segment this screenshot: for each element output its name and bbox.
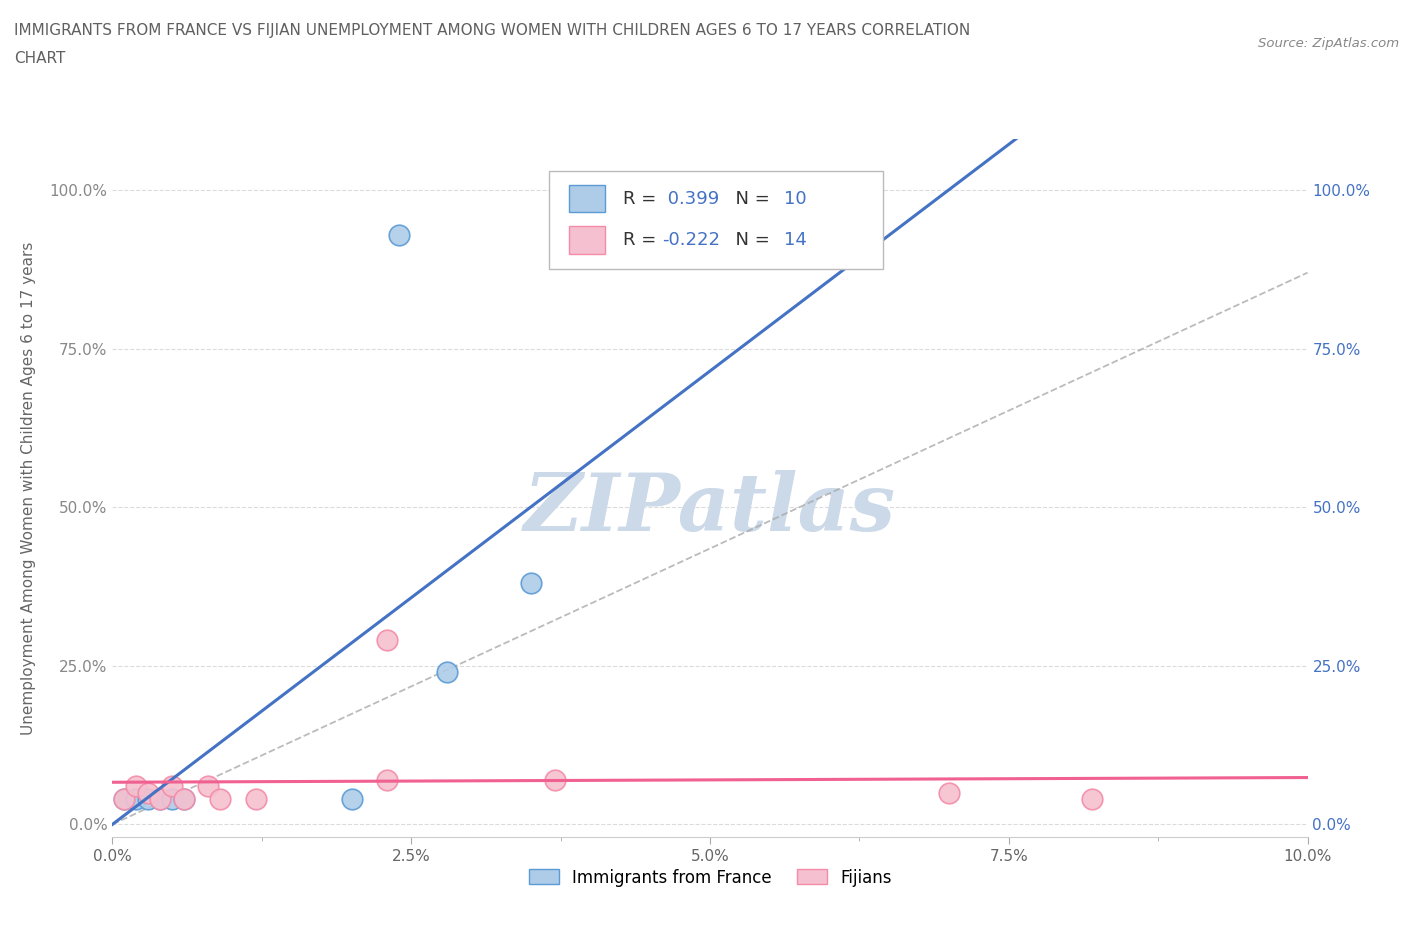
Y-axis label: Unemployment Among Women with Children Ages 6 to 17 years: Unemployment Among Women with Children A… [21, 242, 35, 735]
Point [114, 791, 135, 806]
Point [520, 576, 543, 591]
Point [125, 791, 148, 806]
Point [138, 791, 160, 806]
Point [162, 791, 183, 806]
Point [388, 227, 411, 242]
Text: R =: R = [623, 232, 662, 249]
Point [377, 633, 399, 648]
Point [114, 791, 135, 806]
Point [340, 791, 363, 806]
Point [138, 785, 160, 800]
Point [162, 778, 183, 793]
Point [377, 773, 399, 788]
Text: 10: 10 [785, 190, 807, 207]
Point [1081, 791, 1104, 806]
Text: ZIPatlas: ZIPatlas [524, 471, 896, 548]
Text: CHART: CHART [14, 51, 66, 66]
Text: N =: N = [724, 232, 776, 249]
Bar [569, 226, 605, 254]
Point [149, 791, 172, 806]
Legend: Immigrants from France, Fijians: Immigrants from France, Fijians [520, 860, 900, 895]
Point [125, 778, 148, 793]
Text: R =: R = [623, 190, 662, 207]
Point [197, 778, 219, 793]
Point [149, 791, 172, 806]
Point [543, 773, 565, 788]
Point [209, 791, 232, 806]
Point [173, 791, 195, 806]
Text: 14: 14 [785, 232, 807, 249]
Point [173, 791, 195, 806]
Text: IMMIGRANTS FROM FRANCE VS FIJIAN UNEMPLOYMENT AMONG WOMEN WITH CHILDREN AGES 6 T: IMMIGRANTS FROM FRANCE VS FIJIAN UNEMPLO… [14, 23, 970, 38]
Point [938, 785, 960, 800]
Bar [569, 184, 605, 212]
FancyBboxPatch shape [548, 171, 883, 269]
Point [436, 665, 458, 680]
Text: N =: N = [724, 190, 776, 207]
Text: -0.222: -0.222 [662, 232, 720, 249]
Text: 0.399: 0.399 [662, 190, 720, 207]
Text: Source: ZipAtlas.com: Source: ZipAtlas.com [1258, 37, 1399, 50]
Point [245, 791, 267, 806]
